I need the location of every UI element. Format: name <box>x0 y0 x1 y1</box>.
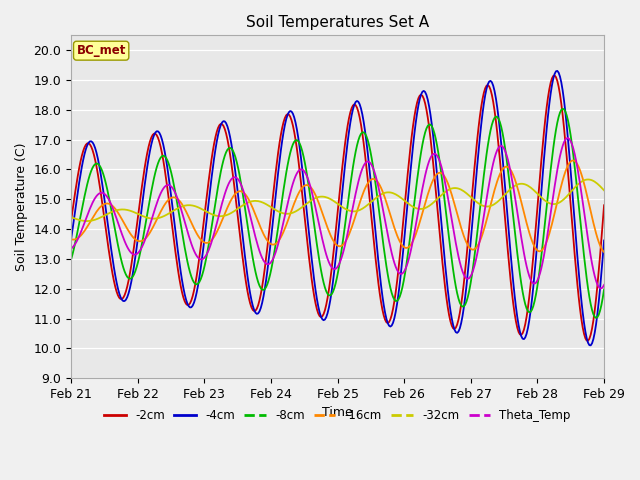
-2cm <box>584 338 592 344</box>
-2cm <box>131 235 139 240</box>
Theta_Temp <box>454 253 462 259</box>
-16cm <box>454 216 462 221</box>
Line: -32cm: -32cm <box>71 180 604 221</box>
-8cm <box>454 296 462 301</box>
Theta_Temp <box>452 240 460 246</box>
-16cm <box>67 236 75 242</box>
-16cm <box>600 249 608 255</box>
Line: Theta_Temp: Theta_Temp <box>71 138 604 288</box>
-2cm <box>551 72 559 78</box>
Theta_Temp <box>403 264 410 269</box>
Title: Soil Temperatures Set A: Soil Temperatures Set A <box>246 15 429 30</box>
-8cm <box>559 106 566 112</box>
-8cm <box>592 315 600 321</box>
-2cm <box>452 325 460 331</box>
Theta_Temp <box>67 246 75 252</box>
-8cm <box>241 204 248 210</box>
-4cm <box>600 238 608 243</box>
-16cm <box>452 206 460 212</box>
Line: -4cm: -4cm <box>71 71 604 345</box>
-2cm <box>600 203 608 208</box>
-2cm <box>454 317 462 323</box>
-4cm <box>241 252 248 258</box>
-4cm <box>67 236 75 242</box>
-32cm <box>600 188 608 193</box>
-4cm <box>587 342 595 348</box>
Y-axis label: Soil Temperature (C): Soil Temperature (C) <box>15 143 28 271</box>
-32cm <box>584 177 592 182</box>
-32cm <box>83 218 91 224</box>
-2cm <box>67 217 75 223</box>
Legend: -2cm, -4cm, -8cm, -16cm, -32cm, Theta_Temp: -2cm, -4cm, -8cm, -16cm, -32cm, Theta_Te… <box>100 405 575 427</box>
-32cm <box>456 186 463 192</box>
-32cm <box>67 214 75 220</box>
-16cm <box>403 245 410 251</box>
-2cm <box>278 125 286 131</box>
-16cm <box>131 237 139 242</box>
-8cm <box>452 284 460 289</box>
Theta_Temp <box>278 225 286 231</box>
-32cm <box>132 210 140 216</box>
-32cm <box>453 185 461 191</box>
-4cm <box>454 329 462 335</box>
-8cm <box>67 256 75 262</box>
Line: -2cm: -2cm <box>71 75 604 341</box>
-32cm <box>404 200 412 206</box>
Theta_Temp <box>131 252 139 257</box>
X-axis label: Time: Time <box>322 407 353 420</box>
-4cm <box>452 329 460 335</box>
Line: -8cm: -8cm <box>71 109 604 318</box>
-2cm <box>241 271 248 277</box>
-4cm <box>403 214 410 219</box>
-8cm <box>403 262 410 268</box>
-8cm <box>131 268 139 274</box>
Text: BC_met: BC_met <box>77 44 126 57</box>
-2cm <box>403 185 410 191</box>
-16cm <box>570 157 577 163</box>
-32cm <box>280 211 287 216</box>
Theta_Temp <box>241 192 248 198</box>
-8cm <box>600 287 608 292</box>
Theta_Temp <box>598 286 605 291</box>
-8cm <box>278 196 286 202</box>
Line: -16cm: -16cm <box>71 160 604 252</box>
Theta_Temp <box>600 282 608 288</box>
-4cm <box>278 138 286 144</box>
-32cm <box>243 201 250 206</box>
Theta_Temp <box>564 135 572 141</box>
-16cm <box>278 232 286 238</box>
-4cm <box>131 255 139 261</box>
-16cm <box>241 191 248 197</box>
-4cm <box>554 68 561 74</box>
